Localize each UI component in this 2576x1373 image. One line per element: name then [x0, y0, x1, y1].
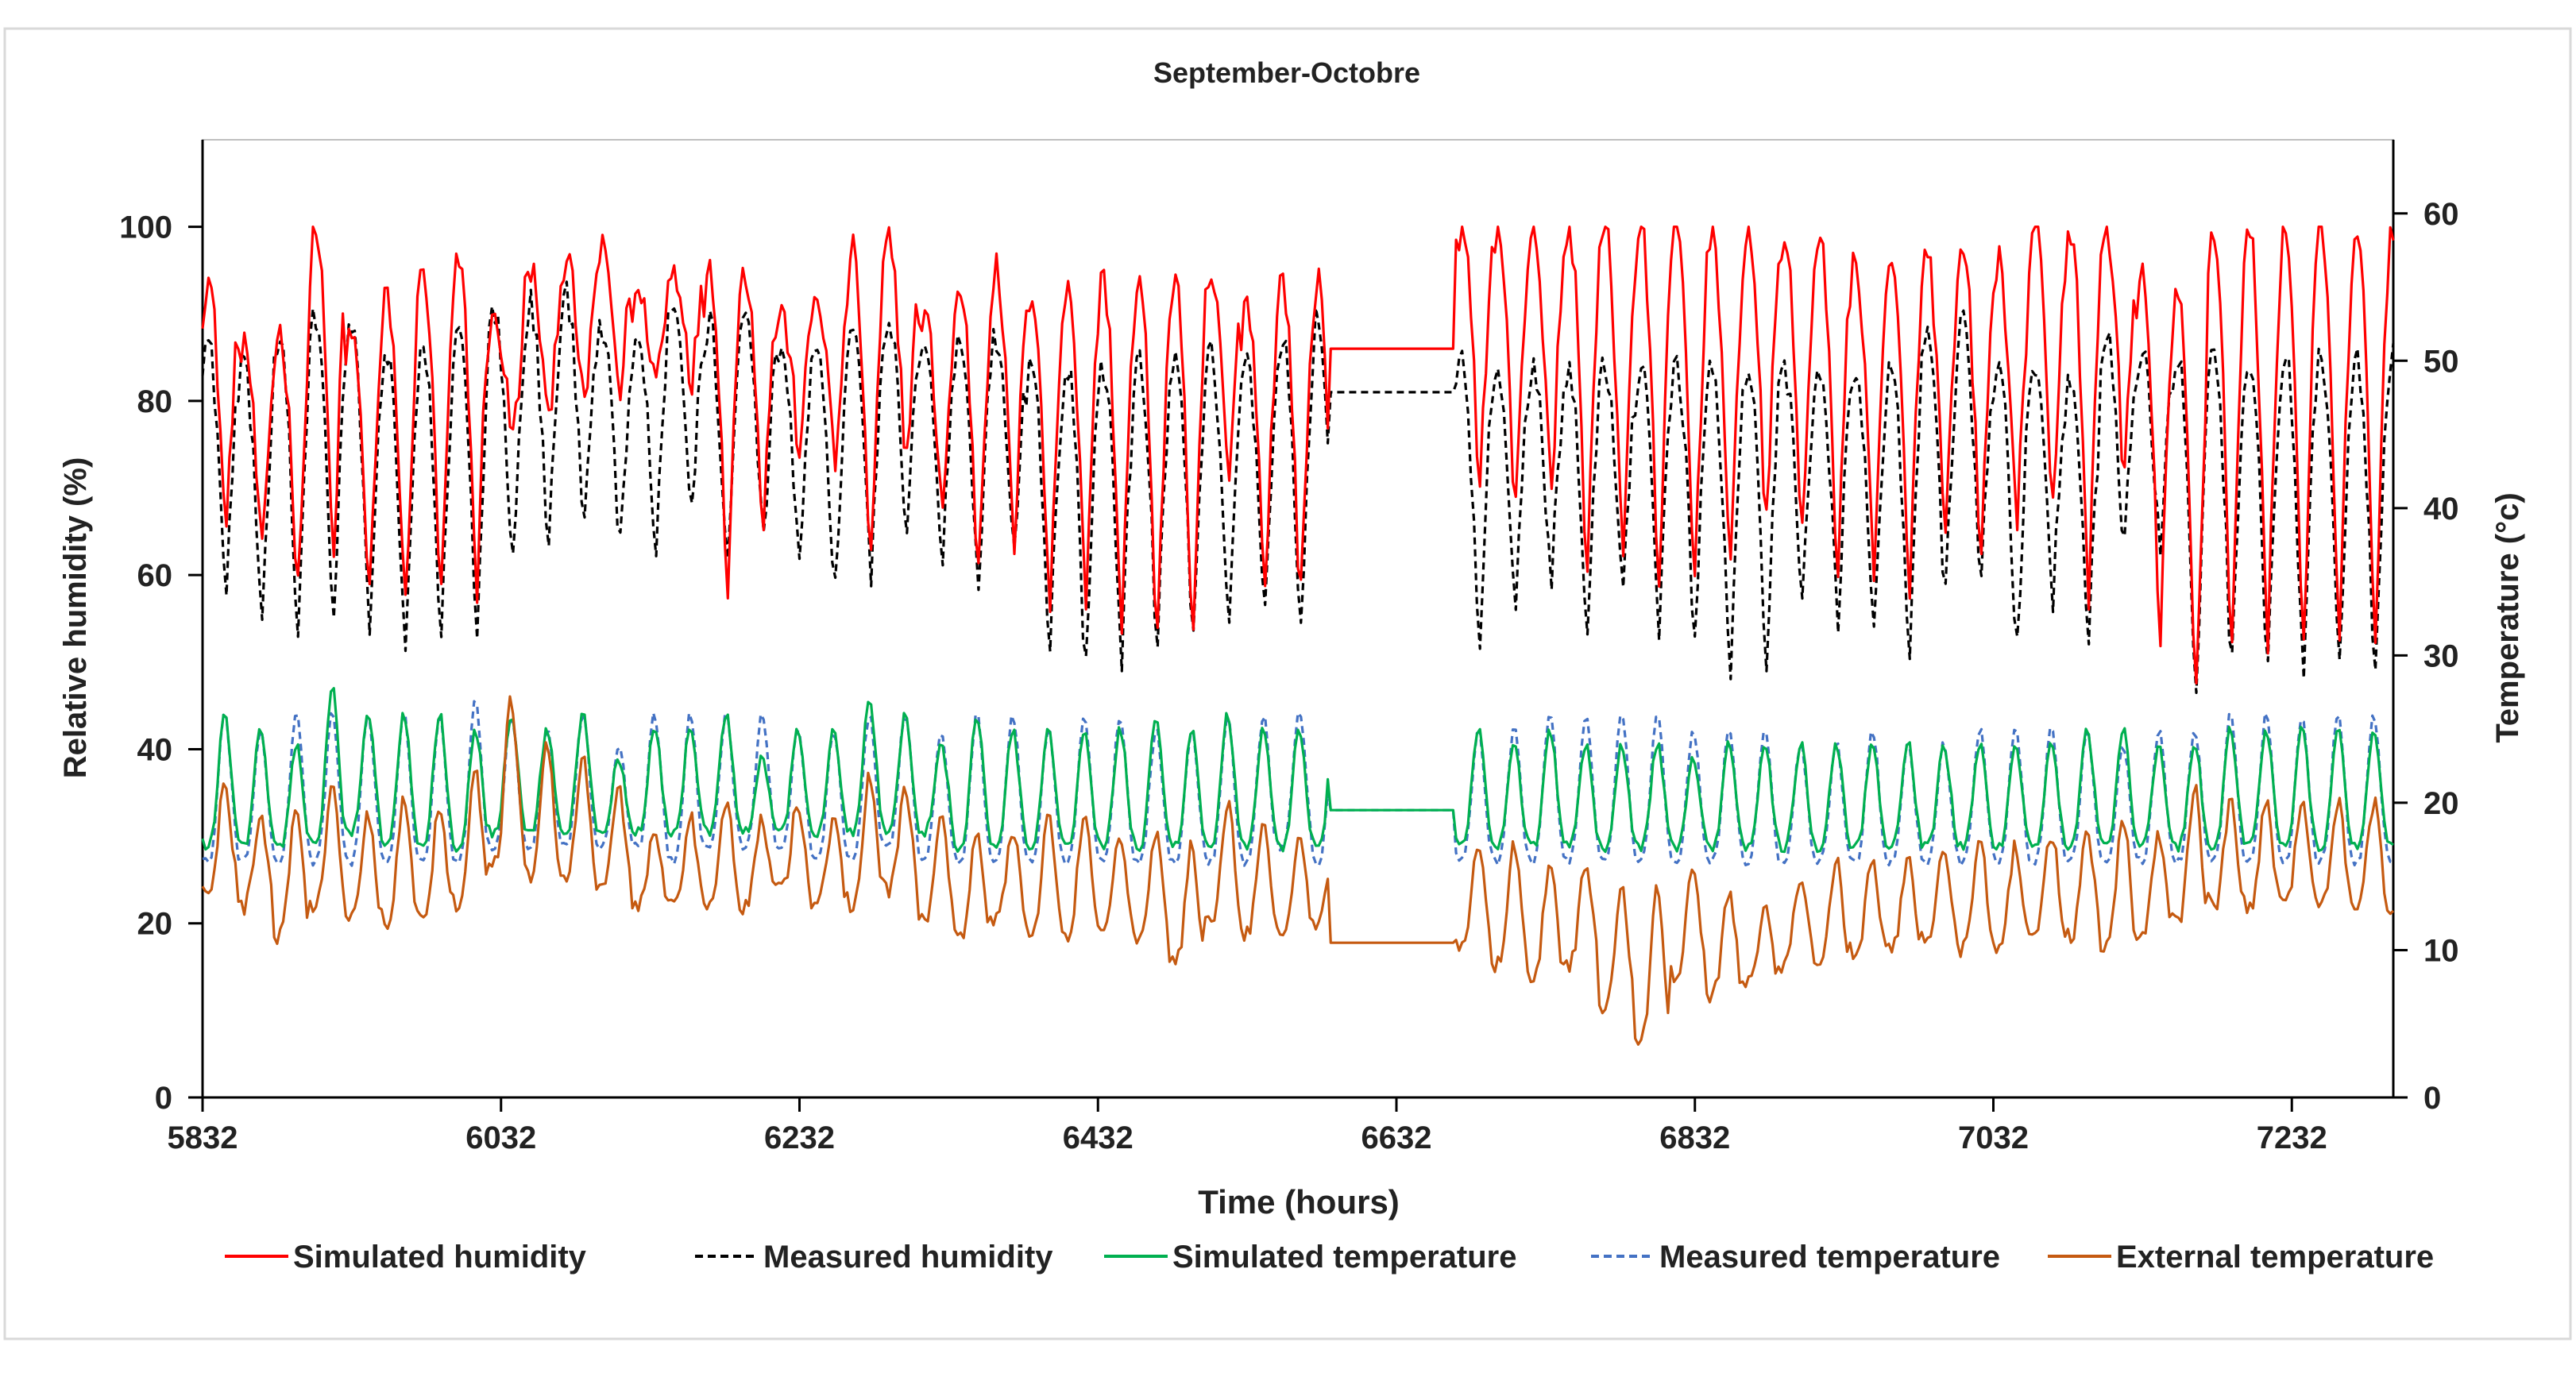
legend-item: Measured temperature [1591, 1240, 2000, 1275]
x-tick-label: 5832 [168, 1120, 238, 1155]
x-tick-label: 6432 [1063, 1120, 1134, 1155]
legend-item: Simulated temperature [1104, 1240, 1516, 1275]
series-line-simulated-humidity [201, 226, 2395, 685]
legend-label: Measured temperature [1659, 1240, 2000, 1275]
y-tick-label-left: 40 [137, 732, 173, 767]
x-tick-label: 6832 [1659, 1120, 1730, 1155]
legend-label: External temperature [2116, 1240, 2434, 1275]
y-axis-label-left: Relative humidity (%) [58, 457, 93, 779]
x-tick-label: 6032 [465, 1120, 536, 1155]
y-tick-label-right: 50 [2423, 344, 2459, 379]
chart-title: September-Octobre [1153, 56, 1420, 89]
x-tick-label: 6632 [1361, 1120, 1432, 1155]
x-axis-label: Time (hours) [1198, 1183, 1400, 1221]
chart-frame [3, 27, 2572, 1340]
legend: Simulated humidity Measured humidity Simul… [225, 1240, 2434, 1275]
legend-label: Simulated temperature [1172, 1240, 1516, 1275]
legend-label: Simulated humidity [293, 1240, 587, 1275]
y-tick-label-left: 20 [137, 907, 173, 942]
y-tick-label-right: 40 [2423, 492, 2459, 526]
y-axis-label-right: Temperature (°c) [2490, 492, 2525, 742]
y-tick-label-right: 60 [2423, 197, 2459, 232]
y-tick-label-left: 60 [137, 558, 173, 593]
x-tick-label: 6232 [764, 1120, 835, 1155]
legend-item: Measured humidity [695, 1240, 1053, 1275]
y-tick-label-right: 30 [2423, 638, 2459, 673]
series-line-measured-humidity [201, 280, 2395, 694]
legend-label: Measured humidity [763, 1240, 1053, 1275]
x-tick-label: 7032 [1958, 1120, 2029, 1155]
series-line-external-temperature [201, 695, 2395, 1046]
legend-item: Simulated humidity [225, 1240, 587, 1275]
y-tick-label-left: 0 [155, 1081, 172, 1116]
y-tick-label-right: 20 [2423, 786, 2459, 821]
y-tick-label-left: 100 [119, 210, 172, 245]
x-tick-label: 7232 [2257, 1120, 2327, 1155]
plot-area: 5832 6032 6232 6432 6632 6832 7032 7232 0 20 40 60 8… [119, 139, 2459, 1155]
legend-item: External temperature [2048, 1240, 2434, 1275]
y-tick-label-left: 80 [137, 384, 173, 419]
series-line-simulated-temperature [201, 687, 2394, 854]
y-tick-label-right: 10 [2423, 933, 2459, 968]
y-tick-label-right: 0 [2423, 1081, 2441, 1116]
